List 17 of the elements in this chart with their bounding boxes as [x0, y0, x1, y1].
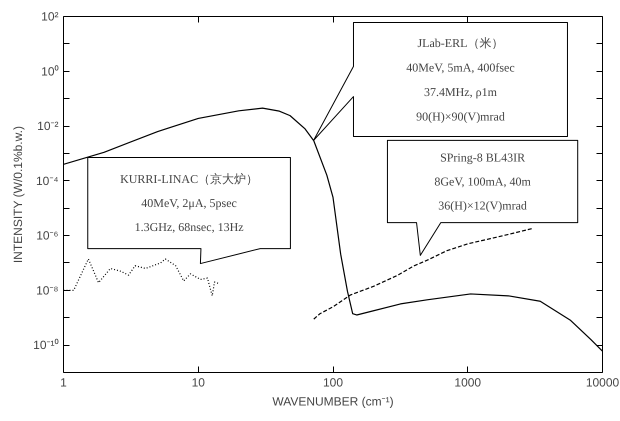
y-tick-label: 10² — [41, 10, 59, 24]
x-tick-label: 1000 — [454, 376, 482, 390]
x-tick-label: 10 — [192, 376, 206, 390]
x-tick-label: 1 — [60, 376, 68, 390]
y-axis-title: INTENSITY (W/0.1%b.w.) — [11, 126, 26, 264]
y-tick-label: 10⁰ — [41, 64, 59, 78]
annotation: KURRI-LINAC（京大炉） 40MeV, 2μA, 5psec 1.3GHz, 68nsec, 13Hz — [120, 172, 258, 234]
y-tick-label: 10⁻⁶ — [36, 228, 59, 243]
annotation: SPring-8 BL43IR 8GeV, 100mA, 40m 36(H)×12(V)mrad — [434, 150, 532, 212]
x-tick-label: 10000 — [586, 376, 620, 390]
y-tick-label: 10⁻² — [37, 119, 59, 134]
x-tick-label: 100 — [322, 376, 344, 390]
y-tick-label: 10⁻⁴ — [36, 174, 59, 188]
x-axis-title: WAVENUMBER (cm⁻¹) — [272, 394, 394, 408]
annotation: JLab-ERL（米） 40MeV, 5mA, 400fsec 37.4MHz, ρ1m 90(H)×90(V)mrad — [406, 36, 515, 124]
y-tick-label: 10⁻¹⁰ — [33, 338, 58, 352]
y-tick-label: 10⁻⁸ — [36, 283, 59, 298]
